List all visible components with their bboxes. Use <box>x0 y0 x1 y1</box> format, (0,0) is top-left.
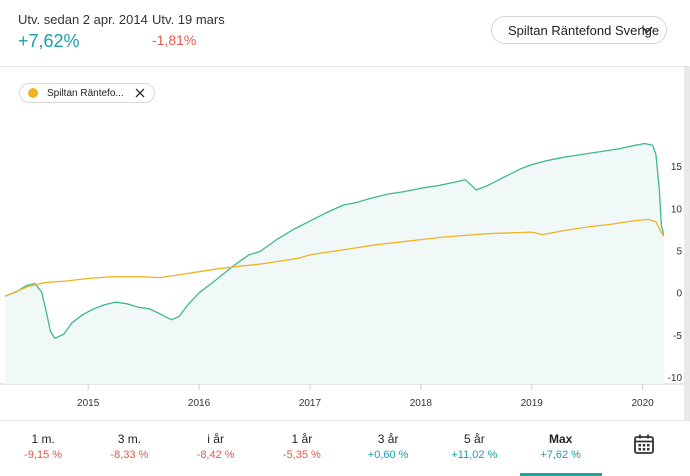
x-tick-label: 2020 <box>631 398 654 409</box>
price-chart-svg[interactable]: 2015 2016 2017 2018 2019 2020 15 10 5 0 -5 -10 <box>0 66 690 420</box>
x-tick-label: 2017 <box>299 398 322 409</box>
fund-select[interactable]: Spiltan Räntefond Sverige <box>491 16 667 44</box>
period-tab-label: 1 m. <box>31 432 55 446</box>
ytd-value: -1,81% <box>152 32 197 48</box>
period-tab[interactable]: 3 år +0,60 % <box>345 421 431 476</box>
fund-price-line <box>4 142 665 339</box>
calendar-icon[interactable] <box>632 432 656 461</box>
ytd-stat: Utv. 19 mars -1,81% <box>152 12 225 48</box>
period-tab[interactable]: 5 år +11,02 % <box>431 421 517 476</box>
period-tab-value: +7,62 % <box>540 449 581 461</box>
chart: 2015 2016 2017 2018 2019 2020 15 10 5 0 -5 -10 <box>0 66 690 420</box>
fund-select-label: Spiltan Räntefond Sverige <box>508 22 660 38</box>
y-tick-label: 10 <box>671 204 683 215</box>
period-tab-value: -8,33 % <box>110 449 149 461</box>
x-tick-label: 2019 <box>521 398 544 409</box>
ytd-label: Utv. 19 mars <box>152 12 225 27</box>
close-icon[interactable] <box>134 87 146 102</box>
period-tabs: 1 m. -9,15 % 3 m. -8,33 % i år -8,42 % 1 år -5,… <box>0 420 690 476</box>
y-tick-label: 0 <box>676 289 682 300</box>
y-tick-label: 5 <box>676 246 682 257</box>
y-tick-label: -10 <box>668 373 683 384</box>
legend-chip[interactable]: Spiltan Räntefo... <box>19 83 155 103</box>
period-tab-value: -5,35 % <box>282 449 321 461</box>
scrollbar[interactable] <box>684 66 690 420</box>
period-tab[interactable]: 1 m. -9,15 % <box>0 421 86 476</box>
period-tab-label: i år <box>207 432 224 446</box>
legend-label: Spiltan Räntefo... <box>47 87 124 99</box>
period-tab-label: 3 år <box>377 432 399 446</box>
period-tab-value: -8,42 % <box>196 449 235 461</box>
y-tick-label: 15 <box>671 162 683 173</box>
period-tab[interactable]: Max +7,62 % <box>518 421 604 476</box>
period-tab-label: 1 år <box>291 432 313 446</box>
period-tab-label: 3 m. <box>117 432 142 446</box>
period-tab[interactable]: 1 år -5,35 % <box>259 421 345 476</box>
x-tick-label: 2016 <box>188 398 211 409</box>
legend-dot <box>28 88 38 98</box>
header: Utv. sedan 2 apr. 2014 +7,62% Utv. 19 ma… <box>0 0 690 67</box>
period-tab[interactable]: 3 m. -8,33 % <box>86 421 172 476</box>
period-tab-value: +11,02 % <box>451 449 498 461</box>
period-tab-value: +0,60 % <box>367 449 409 461</box>
period-tab-label: 5 år <box>464 432 485 446</box>
x-tick-label: 2015 <box>77 398 100 409</box>
period-tab-label: Max <box>548 432 573 446</box>
since-start-value: +7,62% <box>18 31 80 51</box>
benchmark-line <box>4 218 665 297</box>
series-area <box>5 143 664 384</box>
period-tab-value: -9,15 % <box>24 449 63 461</box>
since-start-stat: Utv. sedan 2 apr. 2014 +7,62% <box>18 12 148 52</box>
period-tab[interactable]: i år -8,42 % <box>173 421 259 476</box>
chevron-down-icon <box>640 21 654 42</box>
y-tick-label: -5 <box>673 331 682 342</box>
since-start-label: Utv. sedan 2 apr. 2014 <box>18 12 148 27</box>
x-tick-label: 2018 <box>410 398 433 409</box>
